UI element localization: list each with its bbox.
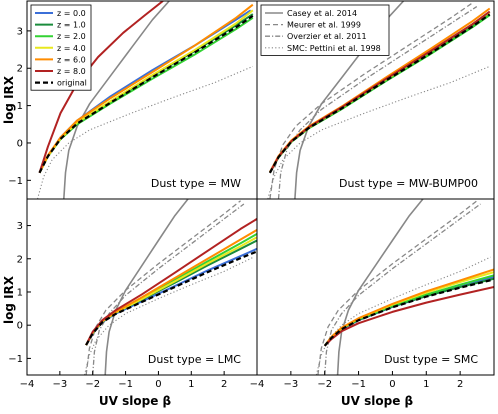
y-axis-label-bottom: log IRX bbox=[2, 275, 16, 324]
y-axis-label-top: log IRX bbox=[2, 75, 16, 124]
series-group bbox=[315, 199, 494, 375]
legend: Casey et al. 2014 Meurer et al. 1999 Overz… bbox=[260, 4, 390, 56]
y-tick-label: 3 bbox=[17, 26, 23, 37]
x-axis-label-right: UV slope β bbox=[341, 394, 414, 408]
y-tick-label: 3 bbox=[17, 221, 23, 232]
panel-bottom-right: −4 −3 −2 −1 0 1 2 Dust type = SMC bbox=[250, 198, 495, 390]
legend-entry: original bbox=[57, 79, 87, 88]
y-tick-label: 1 bbox=[17, 287, 23, 298]
x-tick-label: −4 bbox=[20, 379, 35, 390]
panel-frame bbox=[26, 198, 258, 376]
x-tick-label: −3 bbox=[283, 379, 298, 390]
panel-bottom-left: −1 0 1 2 3 −4 −3 −2 −1 0 1 2 Dust type = LMC bbox=[8, 198, 258, 390]
x-tick-label: 2 bbox=[221, 379, 227, 390]
x-tick-label: −1 bbox=[118, 379, 133, 390]
panel-title: Dust type = LMC bbox=[148, 353, 241, 366]
panel-title: Dust type = SMC bbox=[384, 353, 478, 366]
series-line bbox=[63, 1, 170, 199]
series-line bbox=[323, 274, 494, 347]
panel-top-right: Dust type = MW-BUMP00 Casey et al. 2014 Me… bbox=[256, 0, 495, 200]
legend-entry: z = 8.0 bbox=[57, 67, 86, 76]
series-line bbox=[323, 278, 494, 347]
x-tick-label: 0 bbox=[155, 379, 161, 390]
series-line bbox=[323, 268, 494, 347]
x-tick-label: −2 bbox=[85, 379, 100, 390]
series-line bbox=[324, 203, 481, 375]
legend-entry: z = 6.0 bbox=[57, 55, 86, 64]
x-axis-label-left: UV slope β bbox=[99, 394, 172, 408]
legend-entry: z = 0.0 bbox=[57, 9, 86, 18]
series-line bbox=[85, 239, 257, 346]
y-tick-label: 2 bbox=[17, 64, 23, 75]
legend-entry: z = 2.0 bbox=[57, 32, 86, 41]
series-group bbox=[267, 1, 491, 199]
x-tick-label: −1 bbox=[351, 379, 366, 390]
series-line bbox=[336, 199, 424, 375]
legend-entry: z = 1.0 bbox=[57, 21, 86, 30]
series-line bbox=[323, 277, 494, 347]
x-tick-label: 0 bbox=[389, 379, 395, 390]
x-tick-label: 2 bbox=[457, 379, 463, 390]
x-tick-label: 1 bbox=[188, 379, 194, 390]
series-line bbox=[38, 14, 254, 174]
series-group bbox=[83, 199, 257, 375]
panel-title: Dust type = MW-BUMP00 bbox=[339, 177, 478, 190]
series-line bbox=[85, 250, 257, 346]
legend-entry: SMC: Pettini et al. 1998 bbox=[287, 44, 381, 53]
panel-frame bbox=[256, 198, 495, 376]
panel-title: Dust type = MW bbox=[151, 177, 241, 190]
series-line bbox=[85, 247, 257, 346]
x-tick-label: −4 bbox=[250, 379, 265, 390]
series-line bbox=[85, 200, 242, 375]
x-tick-label: −3 bbox=[52, 379, 67, 390]
legend: z = 0.0 z = 1.0 z = 2.0 z = 4.0 z = 6.0 z = 8… bbox=[30, 4, 92, 91]
series-line bbox=[85, 218, 257, 346]
series-line bbox=[92, 203, 245, 375]
panel-top-left: −1 0 1 2 3 Dust type = MW z = 0.0 z = 1.0 z = 2.… bbox=[8, 0, 258, 200]
series-line bbox=[323, 276, 494, 347]
series-line bbox=[317, 200, 478, 375]
series-line bbox=[323, 286, 494, 347]
legend-entry: Meurer et al. 1999 bbox=[287, 21, 361, 30]
series-line bbox=[269, 2, 473, 199]
y-tick-label: −1 bbox=[8, 354, 23, 365]
y-tick-label: 0 bbox=[17, 321, 23, 332]
x-tick-label: 1 bbox=[423, 379, 429, 390]
series-line bbox=[277, 6, 478, 199]
y-tick-label: −1 bbox=[8, 176, 23, 187]
legend-entry: Overzier et al. 2011 bbox=[287, 32, 367, 41]
series-line bbox=[104, 199, 189, 375]
legend-entry: z = 4.0 bbox=[57, 44, 86, 53]
legend-entry: Casey et al. 2014 bbox=[287, 9, 357, 18]
y-tick-label: 1 bbox=[17, 101, 23, 112]
series-line bbox=[268, 13, 491, 174]
series-group bbox=[36, 1, 254, 199]
y-tick-label: 0 bbox=[17, 138, 23, 149]
x-tick-label: −2 bbox=[317, 379, 332, 390]
y-tick-label: 2 bbox=[17, 254, 23, 265]
